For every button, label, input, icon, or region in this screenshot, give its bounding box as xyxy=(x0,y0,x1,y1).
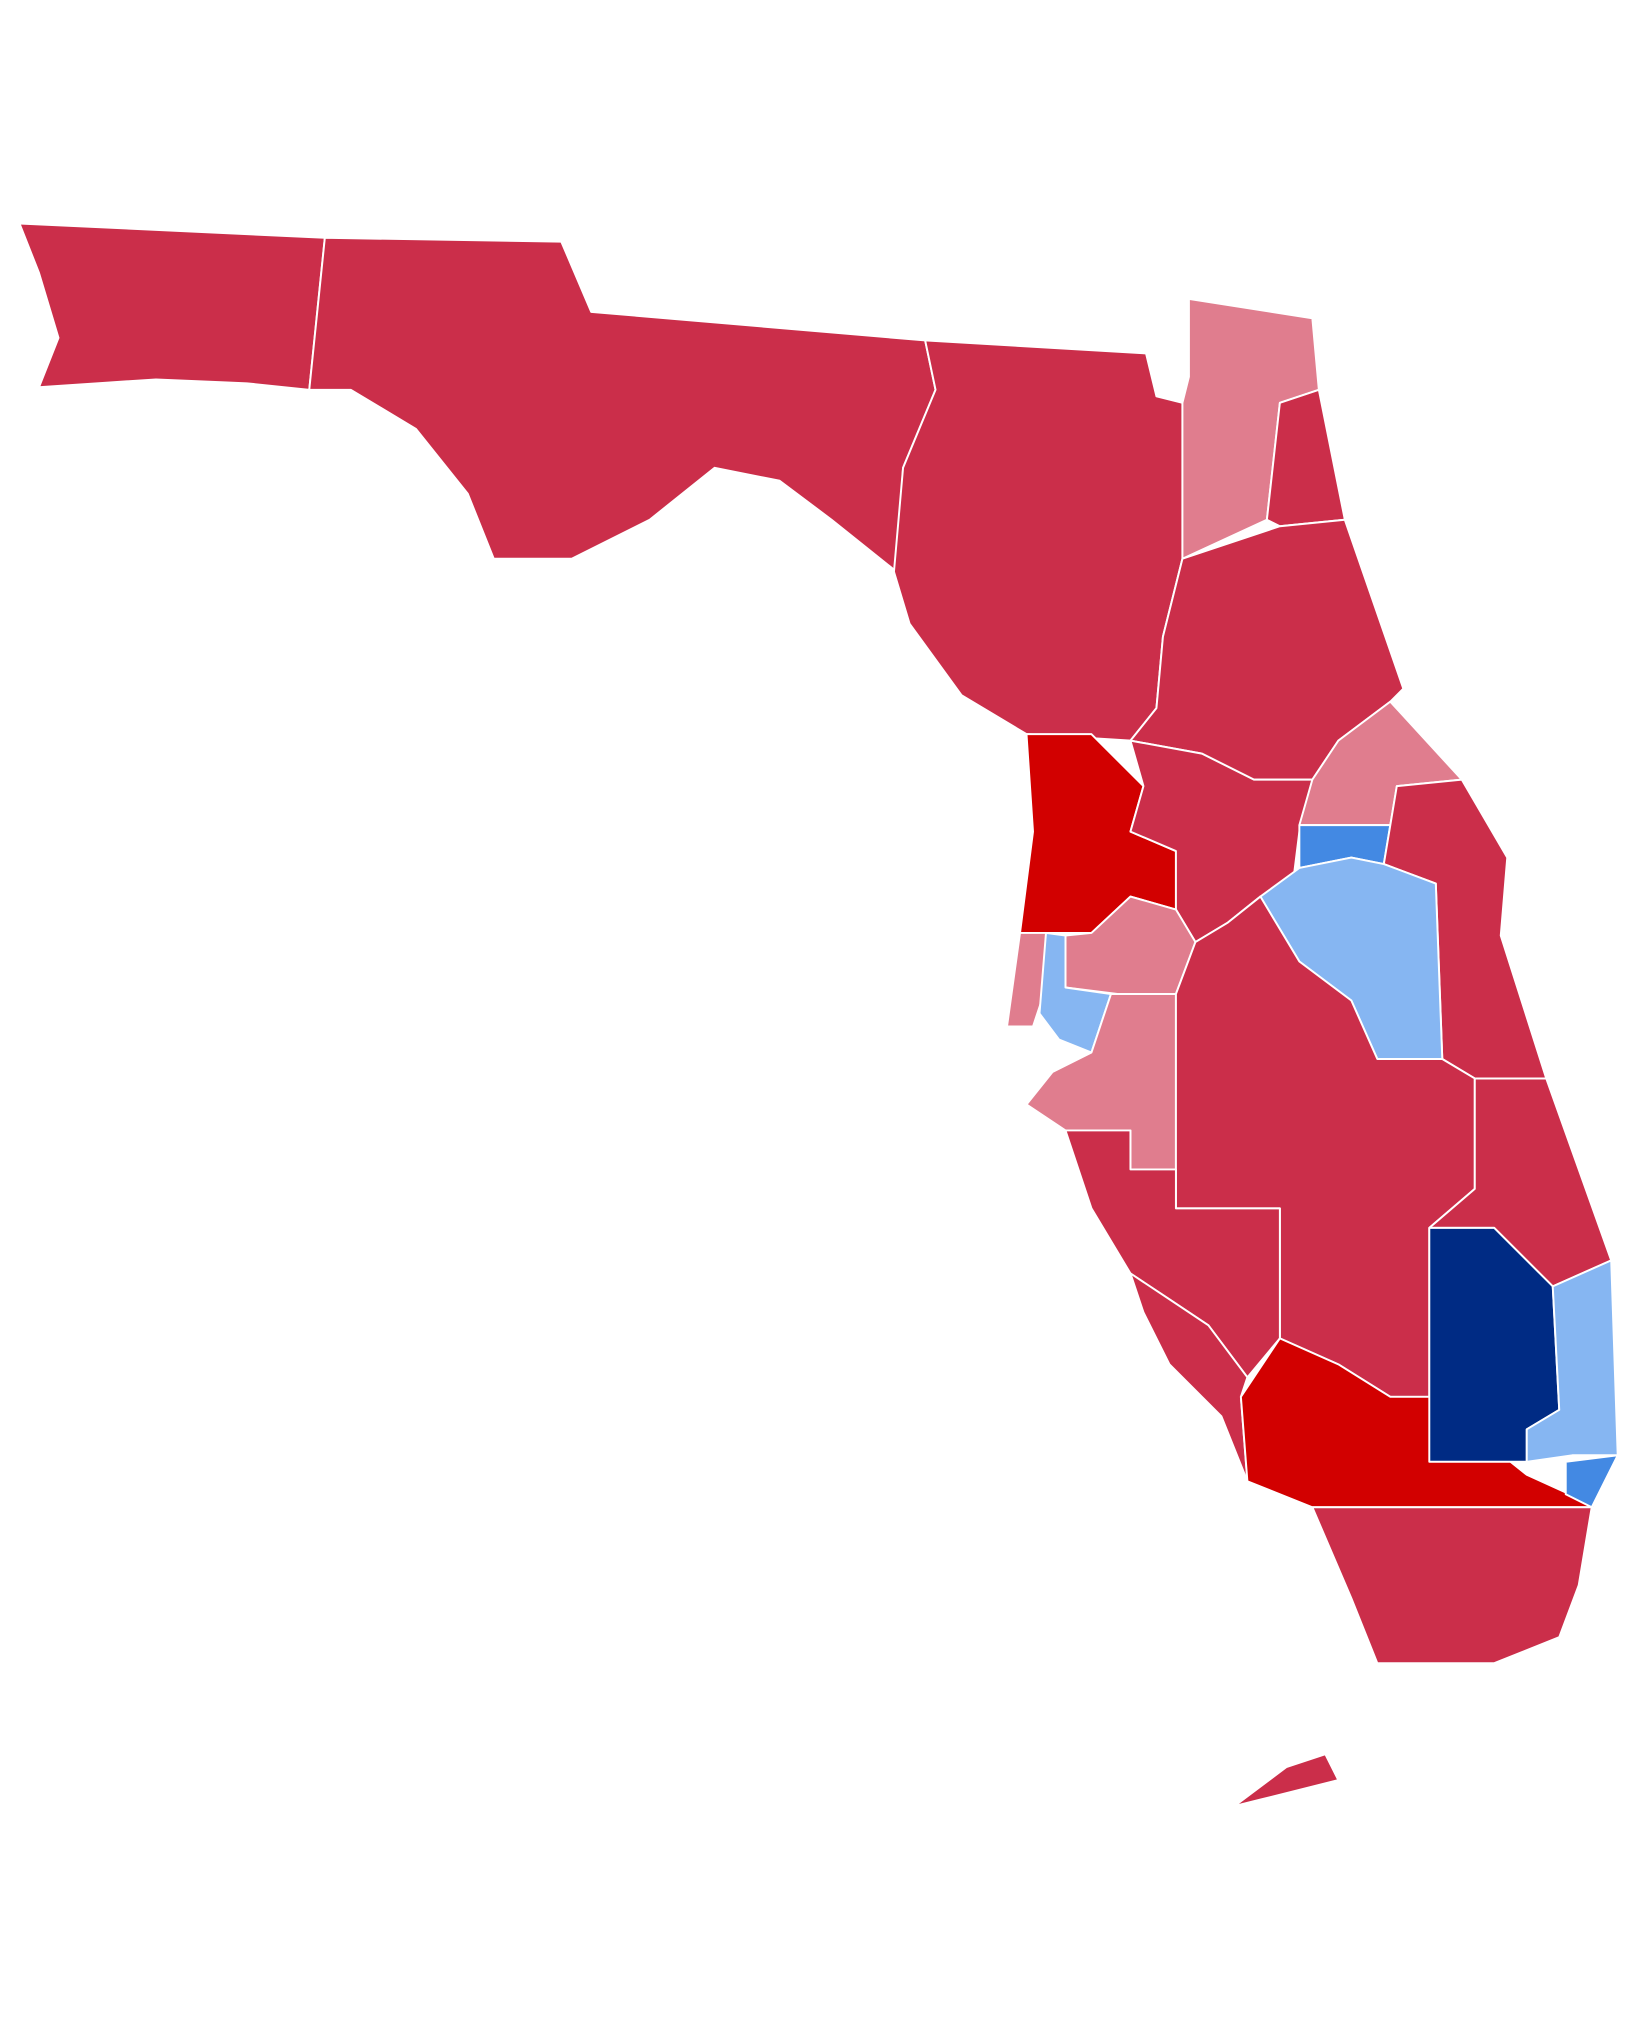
district xyxy=(308,236,937,573)
district xyxy=(1265,388,1346,528)
district xyxy=(1239,1337,1600,1509)
district xyxy=(1233,1753,1340,1808)
district xyxy=(1525,1259,1619,1463)
district xyxy=(18,222,326,391)
district xyxy=(1311,1506,1593,1665)
districts xyxy=(18,222,1619,1808)
district xyxy=(892,339,1184,742)
